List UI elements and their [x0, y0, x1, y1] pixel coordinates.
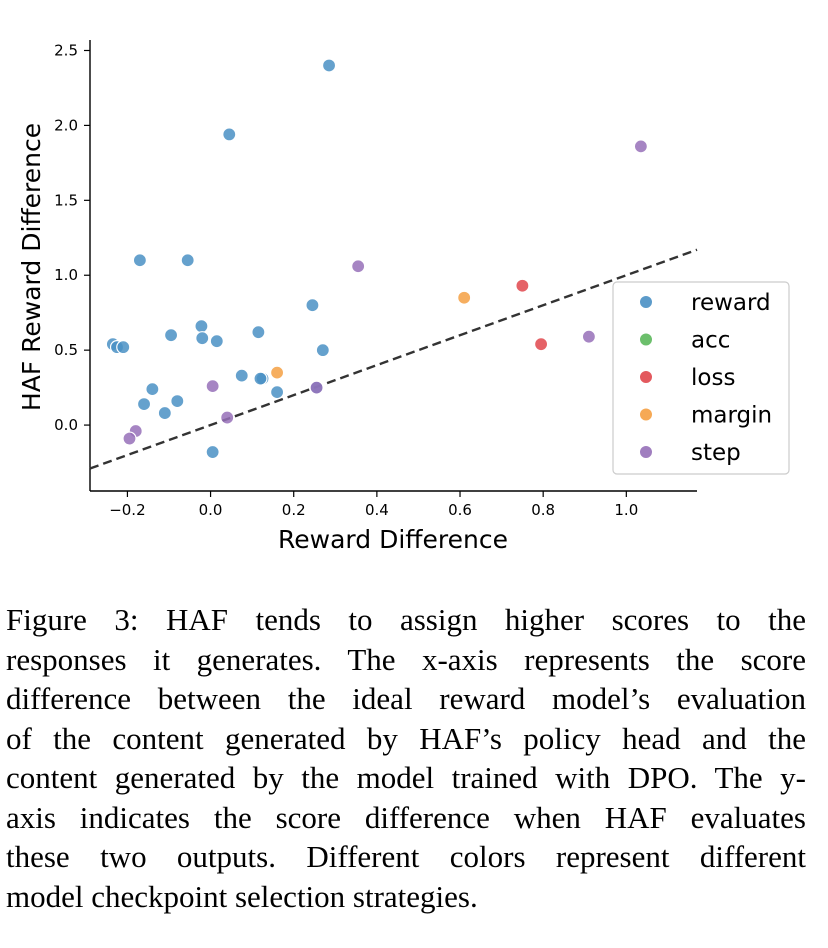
caption-line: of the content generated by HAF’s policy…	[6, 720, 806, 756]
y-axis-title: HAF Reward Difference	[17, 123, 46, 411]
legend-label-reward: reward	[691, 290, 771, 316]
point-reward	[136, 396, 152, 412]
point-reward	[209, 334, 224, 349]
point-loss	[533, 337, 549, 352]
legend-marker-step	[639, 445, 653, 459]
point-reward	[170, 393, 185, 409]
point-reward	[321, 58, 337, 73]
point-reward	[180, 253, 195, 268]
x-axis-title: Reward Difference	[278, 525, 508, 554]
point-loss	[515, 278, 530, 293]
caption-line: axis indicates the score difference when…	[6, 799, 806, 835]
point-reward	[251, 325, 266, 340]
point-margin	[457, 290, 472, 305]
legend-marker-reward	[639, 295, 653, 309]
x-tick-label: 0.0	[199, 501, 223, 519]
reference-line	[89, 248, 698, 470]
legend: reward acc loss margin step	[612, 281, 790, 475]
point-step	[205, 379, 220, 394]
point-reward	[305, 298, 320, 313]
caption-line: responses it generates. The x-axis repre…	[6, 641, 806, 677]
y-tick-label: 2.0	[54, 116, 78, 134]
point-step	[220, 410, 235, 425]
x-tick-label: 1.0	[614, 501, 638, 519]
point-reward	[116, 340, 131, 355]
point-step	[351, 259, 366, 274]
caption-line: content generated by the model trained w…	[6, 760, 806, 795]
points-layer	[105, 58, 648, 460]
chart-svg: −0.2 0.0 0.2 0.4 0.6 0.8 1.0 0.0 0.5 1.0 1.5 2.0 2.5…	[17, 40, 790, 554]
caption-line: Figure 3: HAF tends to assign higher sco…	[6, 602, 806, 637]
y-tick-label: 0.0	[54, 416, 78, 434]
legend-label-margin: margin	[691, 403, 772, 429]
x-tick-label: 0.2	[282, 501, 306, 519]
y-tick-label: 2.5	[54, 41, 78, 59]
legend-label-loss: loss	[691, 365, 735, 391]
point-reward	[205, 444, 220, 460]
caption-line: model checkpoint selection strategies.	[6, 878, 478, 914]
x-tick-label: 0.6	[448, 501, 472, 519]
point-step	[122, 431, 137, 446]
point-reward	[195, 331, 210, 346]
x-tick-label: −0.2	[109, 501, 145, 519]
point-reward	[194, 319, 209, 334]
point-reward	[157, 405, 172, 421]
point-reward	[145, 382, 160, 397]
legend-marker-margin	[639, 407, 653, 422]
scatter-chart: −0.2 0.0 0.2 0.4 0.6 0.8 1.0 0.0 0.5 1.0 1.5 2.0 2.5…	[17, 40, 790, 554]
point-margin	[269, 365, 285, 380]
point-reward	[234, 368, 249, 383]
point-reward	[132, 253, 147, 268]
point-reward	[253, 371, 268, 386]
legend-box	[612, 281, 790, 475]
point-reward	[163, 328, 179, 343]
y-tick-label: 1.5	[54, 191, 78, 209]
y-tick-label: 0.5	[54, 341, 78, 359]
legend-marker-acc	[639, 332, 653, 347]
legend-marker-loss	[639, 370, 653, 384]
legend-label-step: step	[691, 440, 741, 466]
point-step	[309, 380, 324, 395]
caption-line: difference between the ideal reward mode…	[6, 681, 806, 716]
point-step	[581, 329, 597, 344]
point-step	[633, 139, 648, 154]
point-reward	[222, 127, 237, 142]
figure-caption: Figure 3: HAF tends to assign higher sco…	[6, 600, 806, 916]
tick-layer: −0.2 0.0 0.2 0.4 0.6 0.8 1.0 0.0 0.5 1.0 1.5 2.0 2.5	[54, 41, 638, 519]
caption-line: these two outputs. Different colors repr…	[6, 839, 806, 874]
point-reward	[269, 385, 285, 400]
x-tick-label: 0.4	[365, 501, 389, 519]
x-tick-label: 0.8	[531, 501, 555, 519]
legend-label-acc: acc	[691, 328, 730, 354]
point-reward	[315, 343, 330, 358]
y-tick-label: 1.0	[54, 266, 78, 284]
